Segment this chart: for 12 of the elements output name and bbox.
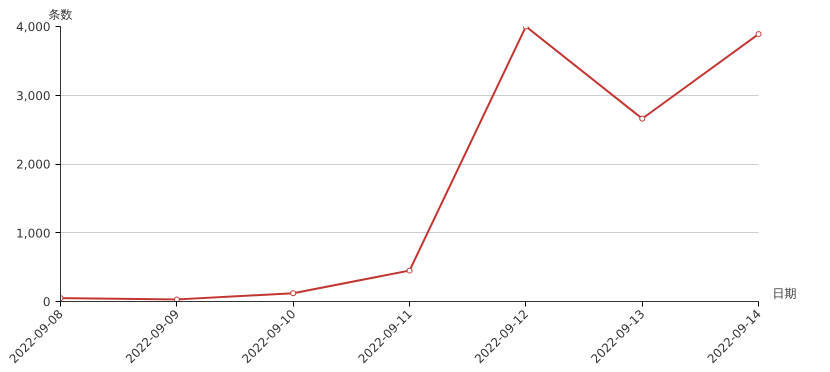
y-axis-title: 条数 bbox=[48, 8, 72, 22]
y-tick-label: 4,000 bbox=[16, 20, 51, 34]
y-tick-label: 0 bbox=[42, 295, 51, 309]
point bbox=[290, 290, 296, 296]
point bbox=[406, 268, 413, 274]
point bbox=[756, 31, 762, 38]
y-tick-label: 2,000 bbox=[16, 158, 51, 172]
point bbox=[174, 296, 180, 302]
y-tick-label: 3,000 bbox=[16, 88, 51, 103]
point bbox=[639, 116, 646, 122]
x-axis-title: 日期 bbox=[772, 286, 797, 300]
y-tick-label: 1,000 bbox=[16, 226, 51, 240]
